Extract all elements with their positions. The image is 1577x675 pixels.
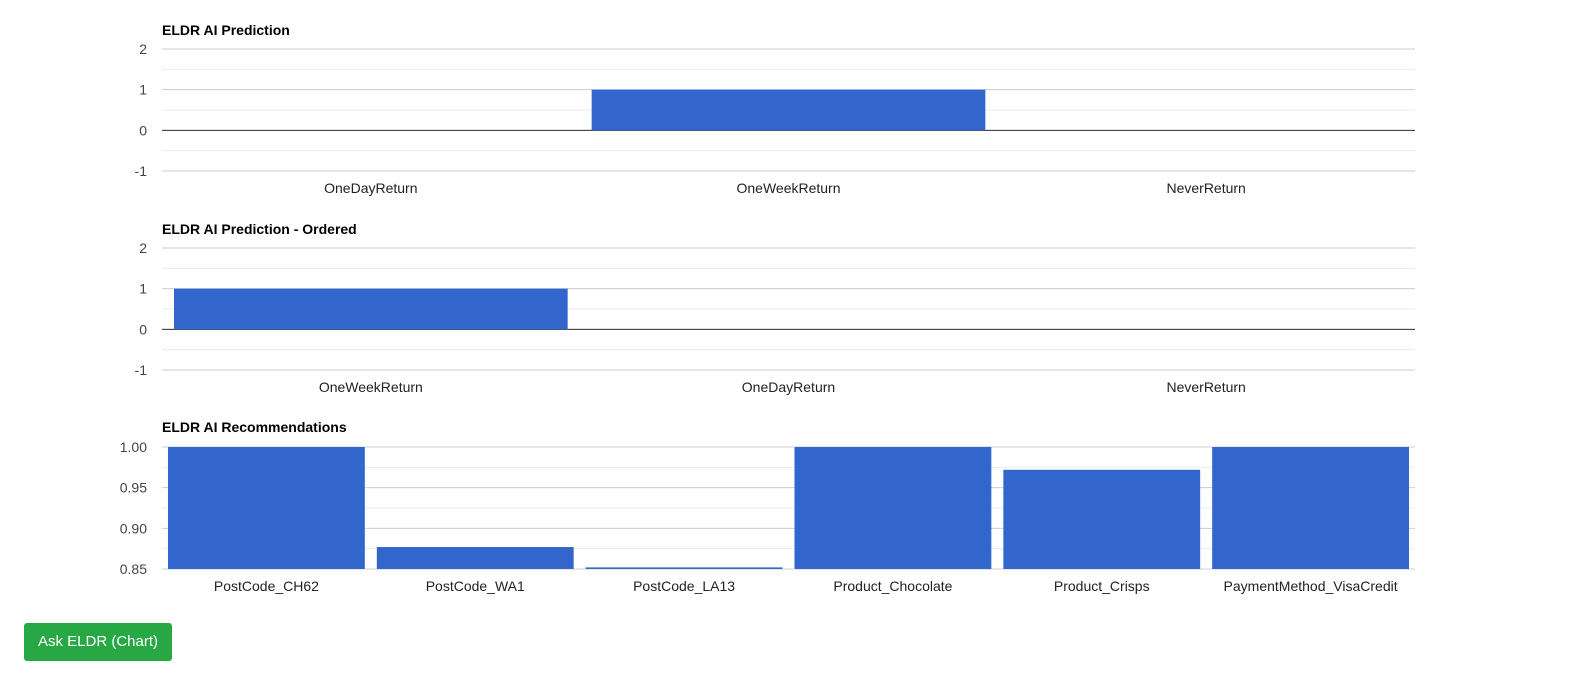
- chart-2-bar-product-chocolate[interactable]: [794, 447, 992, 569]
- chart-1-y-tick-label: 0: [139, 321, 147, 337]
- chart-2-category-label: Product_Crisps: [1054, 578, 1150, 594]
- chart-0-category-label: OneDayReturn: [324, 180, 417, 196]
- chart-2-y-tick-label: 0.95: [120, 480, 147, 496]
- chart-2-y-tick-label: 1.00: [120, 439, 147, 455]
- chart-0-y-tick-label: 1: [139, 82, 147, 98]
- chart-1-bar-oneweekreturn[interactable]: [174, 288, 568, 330]
- chart-2-category-label: PostCode_WA1: [426, 578, 525, 594]
- chart-1-title: ELDR AI Prediction - Ordered: [162, 221, 357, 237]
- chart-0-title: ELDR AI Prediction: [162, 22, 290, 38]
- chart-1-category-label: OneWeekReturn: [319, 379, 423, 395]
- chart-1-y-tick-label: -1: [135, 362, 148, 378]
- chart-2-bar-product-crisps[interactable]: [1003, 469, 1201, 569]
- chart-2-bar-postcode-wa1[interactable]: [376, 547, 574, 569]
- chart-2-bar-paymentmethod-visacredit[interactable]: [1212, 447, 1409, 569]
- chart-0-category-label: NeverReturn: [1166, 180, 1245, 196]
- prediction-ordered-chart: ELDR AI Prediction - Ordered 2 1 0 -1 OneWeek…: [135, 221, 1415, 395]
- chart-2-category-label: Product_Chocolate: [833, 578, 952, 594]
- chart-0-y-tick-label: 2: [139, 41, 147, 57]
- chart-1-y-tick-label: 1: [139, 281, 147, 297]
- prediction-chart: ELDR AI Prediction 2 1 0 -1 OneDayReturn OneWe…: [135, 22, 1415, 196]
- recommendations-chart: ELDR AI Recommendations 1.00 0.95 0.90 0.85 P…: [120, 419, 1415, 594]
- chart-2-y-tick-label: 0.90: [120, 520, 147, 536]
- chart-1-category-label: NeverReturn: [1166, 379, 1245, 395]
- chart-1-y-tick-label: 2: [139, 240, 147, 256]
- ask-eldr-chart-button[interactable]: Ask ELDR (Chart): [24, 623, 173, 661]
- chart-2-category-label: PostCode_CH62: [214, 578, 319, 594]
- chart-2-bar-postcode-ch62[interactable]: [168, 447, 365, 569]
- chart-0-y-tick-label: 0: [139, 122, 147, 138]
- chart-0-category-label: OneWeekReturn: [736, 180, 840, 196]
- chart-2-title: ELDR AI Recommendations: [162, 419, 347, 435]
- chart-0-bar-oneweekreturn[interactable]: [591, 89, 986, 131]
- chart-0-y-tick-label: -1: [135, 163, 148, 179]
- chart-2-bar-postcode-la13[interactable]: [585, 567, 783, 569]
- chart-2-y-tick-label: 0.85: [120, 561, 147, 577]
- chart-2-category-label: PostCode_LA13: [633, 578, 735, 594]
- chart-2-category-label: PaymentMethod_VisaCredit: [1224, 578, 1398, 594]
- chart-1-category-label: OneDayReturn: [742, 379, 835, 395]
